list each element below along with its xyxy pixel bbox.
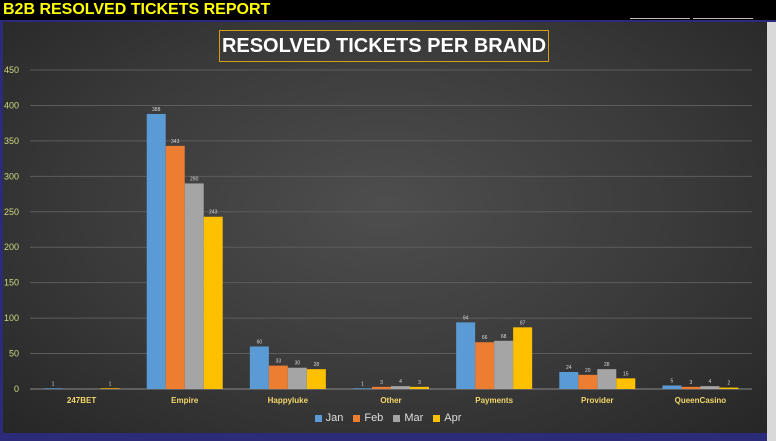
x-tick-label: Happyluke bbox=[268, 396, 309, 405]
header-divider-line bbox=[693, 18, 753, 19]
y-tick-label: 200 bbox=[4, 242, 19, 252]
data-label: 87 bbox=[520, 320, 526, 326]
bar-mar[interactable] bbox=[597, 369, 617, 389]
y-tick-label: 400 bbox=[4, 100, 19, 110]
data-label: 30 bbox=[295, 361, 301, 367]
y-tick-label: 0 bbox=[14, 384, 19, 394]
bar-jan[interactable] bbox=[559, 371, 579, 389]
x-tick-label: Provider bbox=[581, 396, 613, 405]
bar-jan[interactable] bbox=[249, 346, 269, 389]
data-label: 5 bbox=[671, 378, 674, 384]
y-tick-label: 300 bbox=[4, 171, 19, 181]
data-label: 1 bbox=[361, 381, 364, 387]
bar-mar[interactable] bbox=[287, 367, 307, 389]
bar-apr[interactable] bbox=[513, 327, 533, 389]
legend-item-mar[interactable]: Mar bbox=[393, 412, 423, 424]
data-label: 4 bbox=[709, 379, 712, 385]
bar-jan[interactable] bbox=[43, 388, 63, 389]
data-label: 243 bbox=[209, 210, 218, 216]
bar-jan[interactable] bbox=[353, 388, 372, 389]
data-label: 33 bbox=[276, 359, 282, 365]
data-label: 1 bbox=[109, 381, 112, 387]
legend-label: Mar bbox=[404, 412, 424, 424]
legend-swatch bbox=[393, 414, 401, 422]
chart-title[interactable]: RESOLVED TICKETS PER BRAND bbox=[219, 30, 549, 62]
bar-apr[interactable] bbox=[410, 386, 429, 389]
report-title: B2B RESOLVED TICKETS REPORT bbox=[3, 1, 271, 18]
y-tick-label: 50 bbox=[9, 349, 19, 359]
y-tick-label: 100 bbox=[4, 313, 19, 323]
header-divider-line bbox=[630, 18, 690, 19]
bar-feb[interactable] bbox=[268, 365, 288, 389]
data-label: 28 bbox=[604, 362, 610, 368]
bar-jan[interactable] bbox=[662, 385, 682, 389]
legend-item-apr[interactable]: Apr bbox=[433, 412, 461, 424]
bar-apr[interactable] bbox=[719, 387, 739, 389]
data-label: 20 bbox=[585, 368, 591, 374]
legend-swatch bbox=[314, 414, 322, 422]
bar-feb[interactable] bbox=[578, 374, 598, 389]
data-label: 1 bbox=[52, 381, 55, 387]
x-tick-label: Payments bbox=[475, 396, 513, 405]
data-label: 24 bbox=[566, 365, 572, 371]
legend-item-jan[interactable]: Jan bbox=[314, 412, 344, 424]
bar-mar[interactable] bbox=[700, 386, 720, 389]
legend-label: Jan bbox=[325, 412, 344, 424]
bar-feb[interactable] bbox=[475, 342, 495, 389]
data-label: 66 bbox=[482, 335, 488, 341]
bar-mar[interactable] bbox=[184, 183, 204, 389]
legend-label: Feb bbox=[364, 412, 384, 424]
data-label: 60 bbox=[257, 339, 263, 345]
data-label: 3 bbox=[380, 380, 383, 386]
data-label: 4 bbox=[399, 379, 402, 385]
legend-swatch bbox=[353, 414, 361, 422]
data-label: 94 bbox=[463, 315, 469, 321]
bar-apr[interactable] bbox=[616, 378, 636, 389]
chart-area[interactable] bbox=[3, 22, 767, 433]
data-label: 68 bbox=[501, 334, 507, 340]
bar-jan[interactable] bbox=[146, 113, 166, 389]
legend-label: Apr bbox=[444, 412, 462, 424]
report-header-bar bbox=[0, 0, 776, 20]
y-tick-label: 450 bbox=[4, 65, 19, 75]
bar-apr[interactable] bbox=[100, 388, 120, 389]
data-label: 3 bbox=[690, 380, 693, 386]
y-tick-label: 250 bbox=[4, 207, 19, 217]
bar-feb[interactable] bbox=[681, 386, 701, 389]
x-tick-label: 247BET bbox=[67, 396, 96, 405]
bar-apr[interactable] bbox=[203, 216, 223, 389]
data-label: 290 bbox=[190, 176, 199, 182]
data-label: 3 bbox=[418, 380, 421, 386]
chart-legend[interactable]: Jan Feb Mar Apr bbox=[0, 412, 776, 424]
bar-mar[interactable] bbox=[494, 340, 514, 389]
y-tick-label: 150 bbox=[4, 278, 19, 288]
y-tick-label: 350 bbox=[4, 136, 19, 146]
bar-jan[interactable] bbox=[456, 322, 476, 389]
bar-feb[interactable] bbox=[372, 386, 391, 389]
data-label: 15 bbox=[623, 371, 629, 377]
bar-apr[interactable] bbox=[306, 369, 326, 389]
bar-feb[interactable] bbox=[165, 145, 185, 389]
legend-swatch bbox=[433, 414, 441, 422]
x-tick-label: QueenCasino bbox=[675, 396, 727, 405]
bar-mar[interactable] bbox=[391, 386, 410, 389]
data-label: 343 bbox=[171, 139, 180, 145]
x-tick-label: Empire bbox=[171, 396, 199, 405]
data-label: 28 bbox=[314, 362, 320, 368]
data-label: 388 bbox=[152, 107, 161, 113]
data-label: 2 bbox=[728, 381, 731, 387]
x-tick-label: Other bbox=[380, 396, 401, 405]
scrollbar-strip bbox=[767, 22, 776, 441]
legend-item-feb[interactable]: Feb bbox=[353, 412, 383, 424]
